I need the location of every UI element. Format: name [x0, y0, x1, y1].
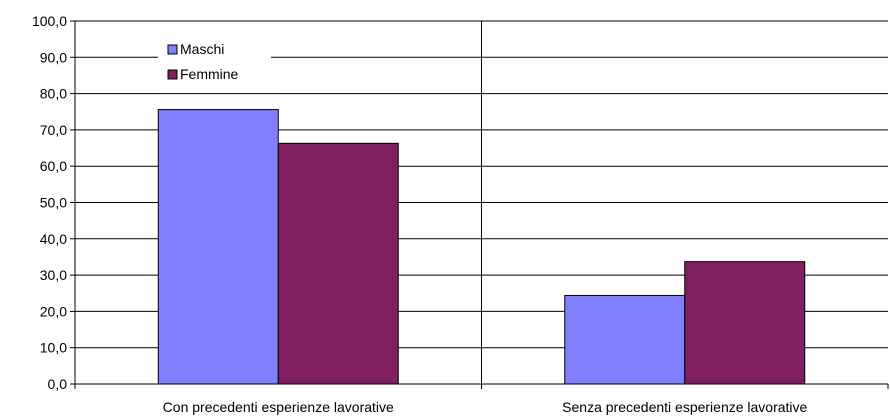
y-tick-label: 90,0	[40, 49, 67, 65]
axes	[74, 21, 889, 389]
y-tick-label: 60,0	[40, 158, 67, 174]
legend-swatch-maschi	[167, 44, 178, 55]
bar-maschi-1	[157, 109, 279, 385]
y-tick-label: 40,0	[40, 231, 67, 247]
y-tick-label: 30,0	[40, 267, 67, 283]
y-axis-tick-labels: 0,0 10,0 20,0 30,0 40,0 50,0 60,0 70,0 80,0 90,0 1…	[32, 13, 67, 392]
y-tick-label: 10,0	[40, 340, 67, 356]
x-axis-category-labels: Con precedenti esperienze lavorative Senz…	[163, 399, 808, 415]
x-category-label: Con precedenti esperienze lavorative	[163, 399, 394, 415]
legend-label-maschi: Maschi	[180, 41, 224, 57]
bar-maschi-2	[564, 294, 686, 385]
bar-femmine-1	[277, 142, 399, 385]
y-tick-label: 20,0	[40, 303, 67, 319]
y-tick-label: 80,0	[40, 86, 67, 102]
legend-label-femmine: Femmine	[180, 66, 239, 82]
bars	[157, 109, 806, 385]
y-tick-label: 100,0	[32, 13, 67, 29]
y-tick-label: 70,0	[40, 122, 67, 138]
legend-swatch-femmine	[167, 69, 178, 80]
y-tick-label: 50,0	[40, 195, 67, 211]
x-category-label: Senza precedenti esperienze lavorative	[562, 399, 807, 415]
y-tick-label: 0,0	[48, 376, 68, 392]
legend: Maschi Femmine	[158, 35, 271, 85]
bar-femmine-2	[684, 261, 806, 385]
